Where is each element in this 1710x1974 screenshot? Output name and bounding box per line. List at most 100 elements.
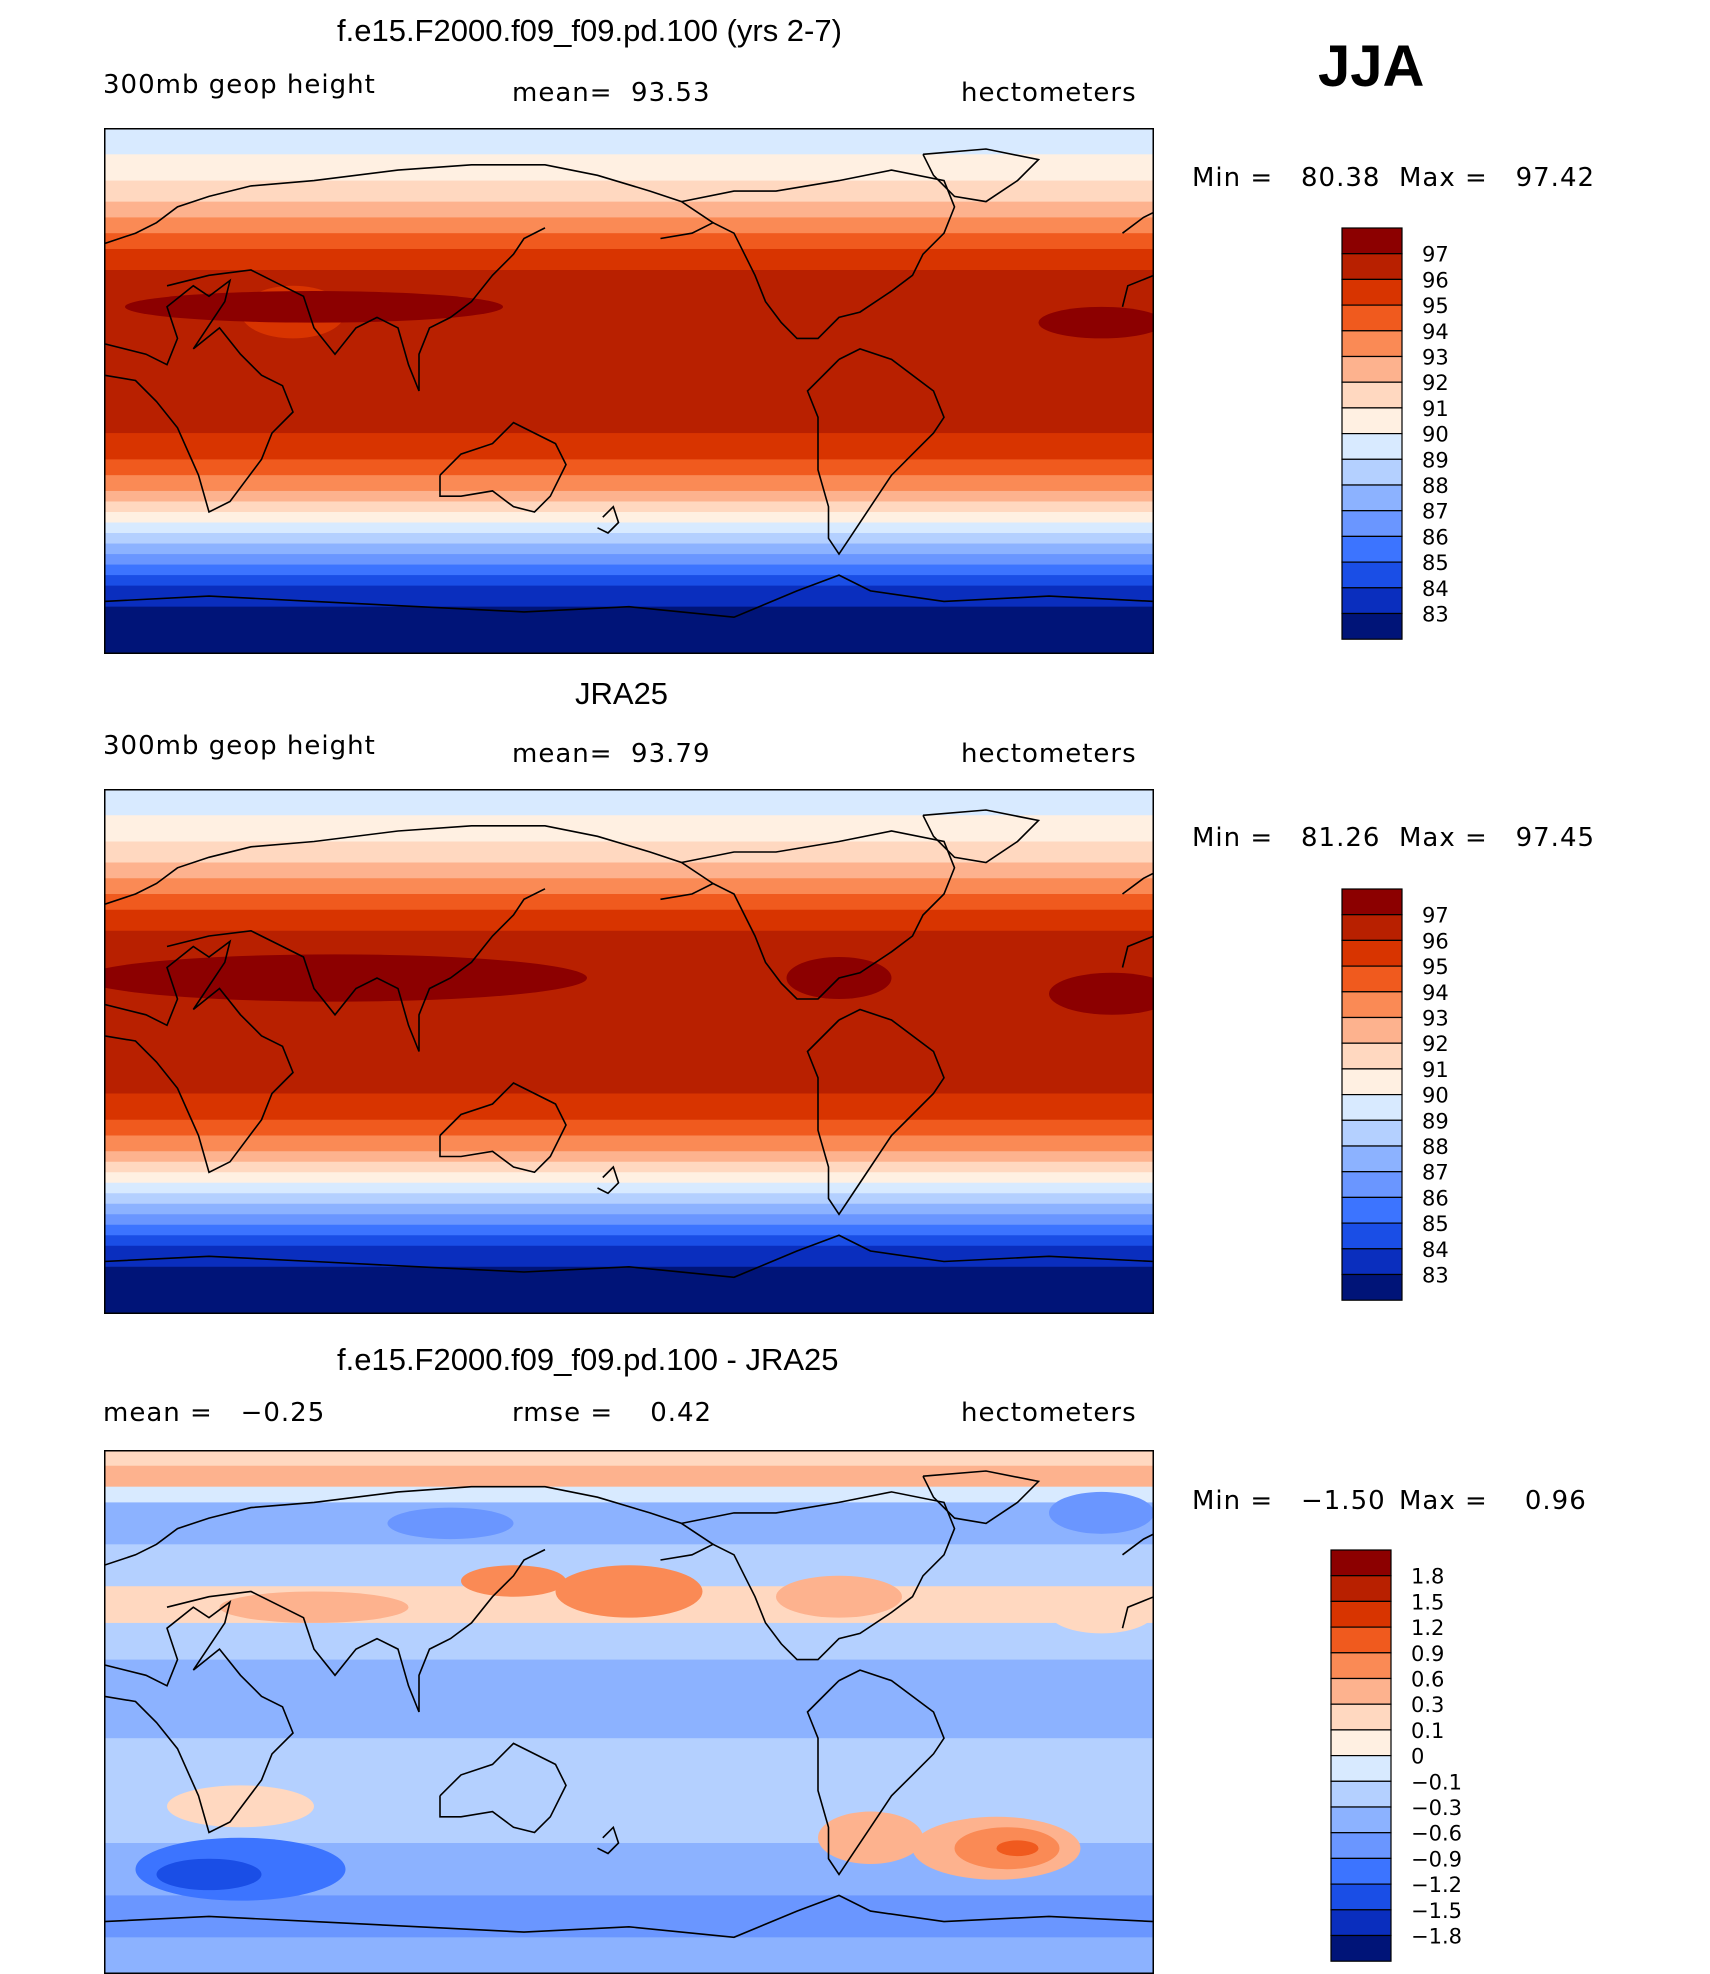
colorbar-box <box>1341 355 1403 383</box>
contour-band <box>104 501 1154 513</box>
contour-band <box>104 248 1154 272</box>
contour-band <box>104 201 1154 219</box>
colorbar-tick-label: −1.5 <box>1411 1899 1462 1923</box>
colorbar-box <box>1341 1145 1403 1173</box>
contour-band <box>104 433 1154 461</box>
colorbar-box <box>1341 939 1403 967</box>
colorbar-tick-label: 91 <box>1422 397 1449 421</box>
contour-feature <box>776 1575 902 1618</box>
colorbar-box <box>1330 1909 1392 1937</box>
max-label: Max = 97.42 <box>1399 163 1596 193</box>
colorbar-box <box>1330 1857 1392 1885</box>
colorbar-tick-label: −0.1 <box>1411 1770 1462 1794</box>
variable-label: 300mb geop height <box>103 731 376 761</box>
colorbar-box <box>1341 1273 1403 1301</box>
contour-band <box>104 522 1154 535</box>
coastline <box>104 1600 294 1834</box>
contour-band <box>104 233 1154 250</box>
contour-band <box>104 1093 1154 1121</box>
colorbar-box <box>1341 612 1403 640</box>
colorbar-box <box>1341 484 1403 512</box>
contour-feature <box>461 1565 566 1597</box>
season-label: JJA <box>1318 34 1425 99</box>
contour-band <box>104 1266 1154 1314</box>
colorbar-box <box>1330 1755 1392 1782</box>
colorbar-box <box>1330 1832 1392 1860</box>
contour-band <box>104 1895 1154 1939</box>
colorbar-box <box>1341 407 1403 435</box>
contour-band <box>104 894 1154 911</box>
colorbar-box <box>1341 587 1403 615</box>
colorbar-tick-label: 90 <box>1422 1084 1449 1108</box>
contour-band <box>104 533 1154 545</box>
contour-feature <box>387 1507 514 1540</box>
contour-feature <box>996 1840 1039 1857</box>
contour-band <box>104 1622 1154 1661</box>
contour-band <box>104 606 1154 654</box>
colorbar-tick-label: 84 <box>1422 577 1449 601</box>
colorbar-tick-label: 1.5 <box>1411 1590 1444 1614</box>
colorbar-tick-label: 85 <box>1422 1212 1449 1236</box>
contour-feature <box>1049 1591 1154 1634</box>
coastline <box>104 164 715 245</box>
contour-band <box>104 862 1154 880</box>
coastline <box>439 1742 567 1834</box>
min-label: Min = −1.50 <box>1192 1486 1386 1516</box>
colorbar-tick-label: −0.9 <box>1411 1847 1462 1871</box>
colorbar-tick-label: 0.9 <box>1411 1642 1444 1666</box>
colorbar-box <box>1341 304 1403 332</box>
contour-band <box>104 543 1154 556</box>
mean-label: mean= 93.53 <box>512 78 711 108</box>
colorbar-box <box>1330 1626 1392 1654</box>
contour-map <box>104 128 1154 654</box>
colorbar-box <box>1330 1806 1392 1834</box>
colorbar-tick-label: 96 <box>1422 929 1449 953</box>
contour-band <box>104 1193 1154 1205</box>
colorbar-tick-label: 97 <box>1422 243 1449 267</box>
contour-band <box>104 128 1154 156</box>
contour-band <box>104 1119 1154 1137</box>
colorbar-tick-label: 0.3 <box>1411 1693 1444 1717</box>
colorbar-box <box>1341 1016 1403 1044</box>
colorbar-box <box>1330 1600 1392 1628</box>
coastline <box>104 574 1154 619</box>
coastline <box>597 1165 620 1195</box>
contour-band <box>104 180 1154 203</box>
colorbar-box <box>1341 227 1403 255</box>
units-label: hectometers <box>961 78 1137 108</box>
contour-map <box>104 1450 1154 1974</box>
map-frame <box>104 1450 1154 1974</box>
contour-feature <box>818 1811 923 1864</box>
colorbar-tick-label: 95 <box>1422 955 1449 979</box>
contour-feature <box>555 1565 703 1618</box>
colorbar-box <box>1330 1729 1392 1757</box>
colorbar-tick-label: 90 <box>1422 423 1449 447</box>
coastline <box>1122 872 1154 895</box>
contour-band <box>104 1214 1154 1226</box>
colorbar-box <box>1341 991 1403 1019</box>
colorbar-tick-label: 88 <box>1422 1135 1449 1159</box>
contour-band <box>104 554 1154 566</box>
colorbar-tick-label: 86 <box>1422 525 1449 549</box>
coastline <box>166 888 546 1052</box>
map-frame <box>104 789 1154 1314</box>
colorbar-tick-label: 94 <box>1422 981 1449 1005</box>
colorbar-tick-label: 85 <box>1422 551 1449 575</box>
colorbar-tick-label: 92 <box>1422 371 1449 395</box>
colorbar-box <box>1341 278 1403 306</box>
contour-band <box>104 459 1154 477</box>
contour-feature <box>1049 972 1154 1015</box>
contour-band <box>104 490 1154 503</box>
colorbar-box <box>1341 1119 1403 1147</box>
contour-band <box>104 1245 1154 1268</box>
contour-band <box>104 1182 1154 1195</box>
colorbar-box <box>1341 1171 1403 1199</box>
contour-band <box>104 1203 1154 1216</box>
colorbar-tick-label: 89 <box>1422 448 1449 472</box>
contour-band <box>104 1172 1154 1184</box>
colorbar-tick-label: 87 <box>1422 1161 1449 1185</box>
coastline <box>104 1485 715 1567</box>
contour-band <box>104 154 1154 182</box>
colorbar-tick-label: 87 <box>1422 500 1449 524</box>
